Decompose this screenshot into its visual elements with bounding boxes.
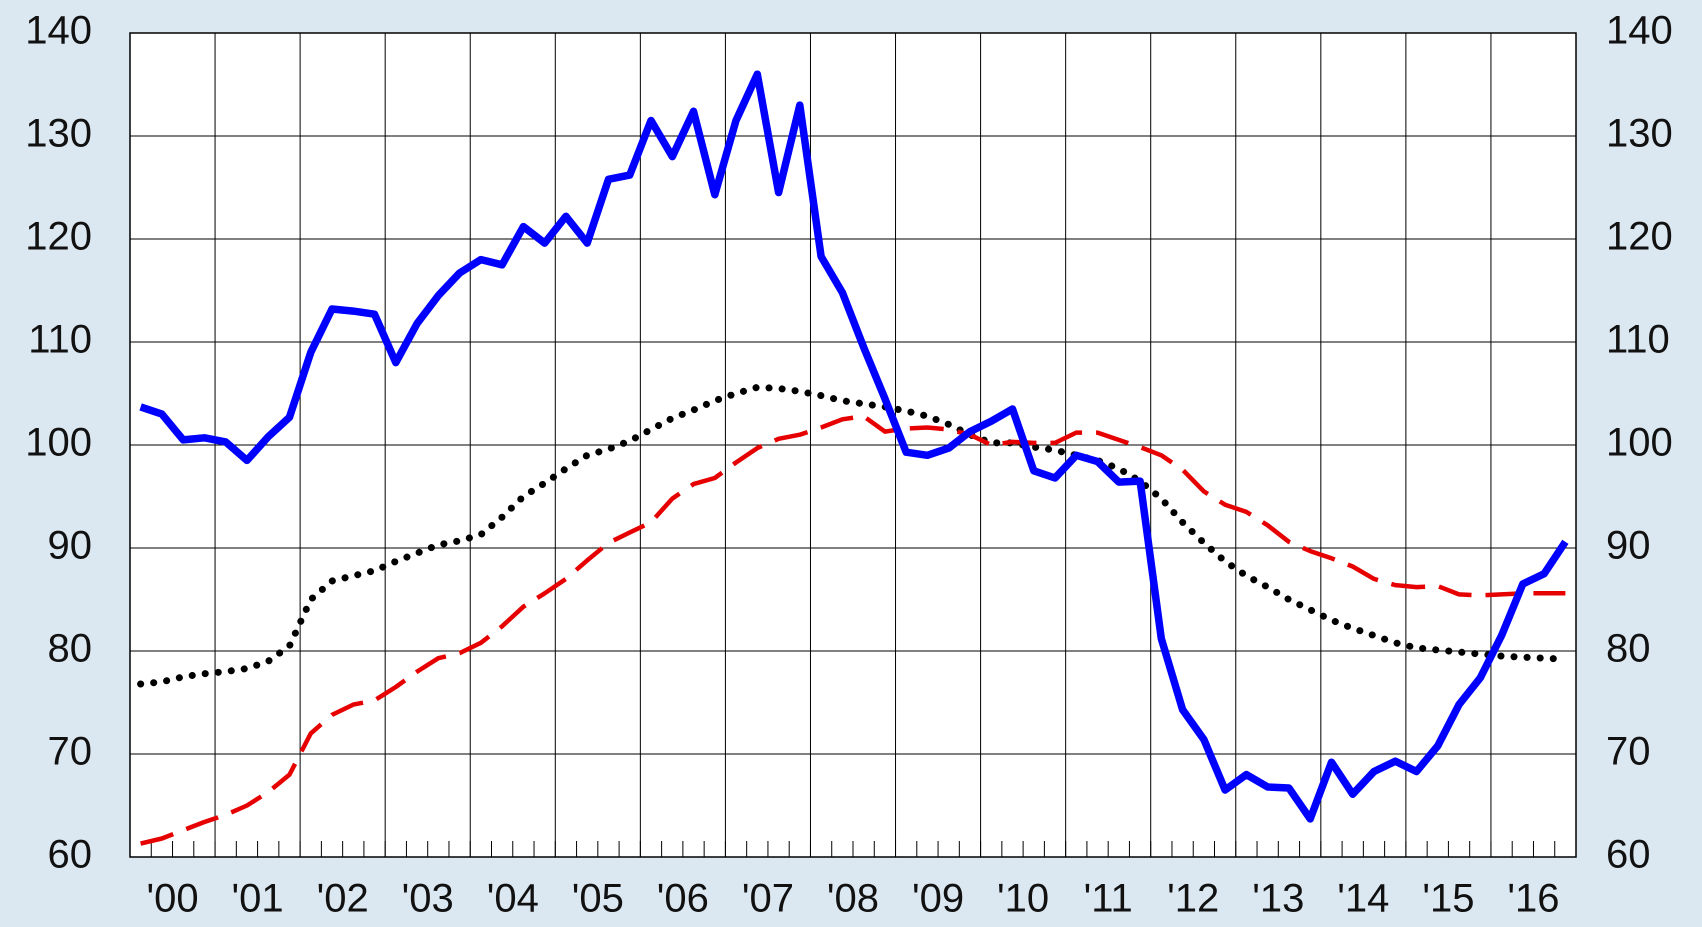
y2-tick-label: 80: [1606, 627, 1651, 671]
series-line: [140, 413, 1566, 846]
x-tick-label: '12: [1167, 877, 1219, 921]
x-tick-label: '11: [1084, 877, 1133, 921]
y-tick-label: 90: [48, 524, 93, 568]
y-tick-label: 130: [25, 112, 92, 156]
x-tick-label: '14: [1337, 877, 1389, 921]
x-tick-label: '07: [742, 877, 794, 921]
x-tick-label: '01: [232, 877, 284, 921]
x-tick-label: '15: [1422, 877, 1474, 921]
y2-tick-label: 110: [1606, 318, 1670, 362]
y2-tick-label: 60: [1606, 833, 1651, 877]
x-tick-label: '08: [827, 877, 879, 921]
y-tick-label: 110: [28, 318, 92, 362]
series-line: [139, 70, 1569, 823]
y2-tick-label: 130: [1606, 112, 1673, 156]
x-tick-label: '10: [997, 877, 1049, 921]
y-tick-label: 100: [25, 421, 92, 465]
x-tick-label: '04: [487, 877, 539, 921]
y2-tick-label: 100: [1606, 421, 1673, 465]
y-tick-label: 80: [48, 627, 93, 671]
x-tick-label: '02: [317, 877, 369, 921]
x-tick-label: '06: [657, 877, 709, 921]
y2-tick-label: 90: [1606, 524, 1651, 568]
x-tick-label: '13: [1252, 877, 1304, 921]
y2-tick-label: 140: [1606, 9, 1673, 53]
y-tick-label: 70: [48, 730, 93, 774]
y-tick-label: 120: [25, 215, 92, 259]
x-tick-label: '00: [146, 877, 198, 921]
y2-tick-label: 120: [1606, 215, 1673, 259]
x-tick-label: '16: [1507, 877, 1559, 921]
x-tick-label: '05: [572, 877, 624, 921]
y2-tick-label: 70: [1606, 730, 1651, 774]
x-tick-label: '09: [912, 877, 964, 921]
y-tick-label: 60: [48, 833, 93, 877]
x-tick-label: '03: [402, 877, 454, 921]
y-tick-label: 140: [25, 9, 92, 53]
